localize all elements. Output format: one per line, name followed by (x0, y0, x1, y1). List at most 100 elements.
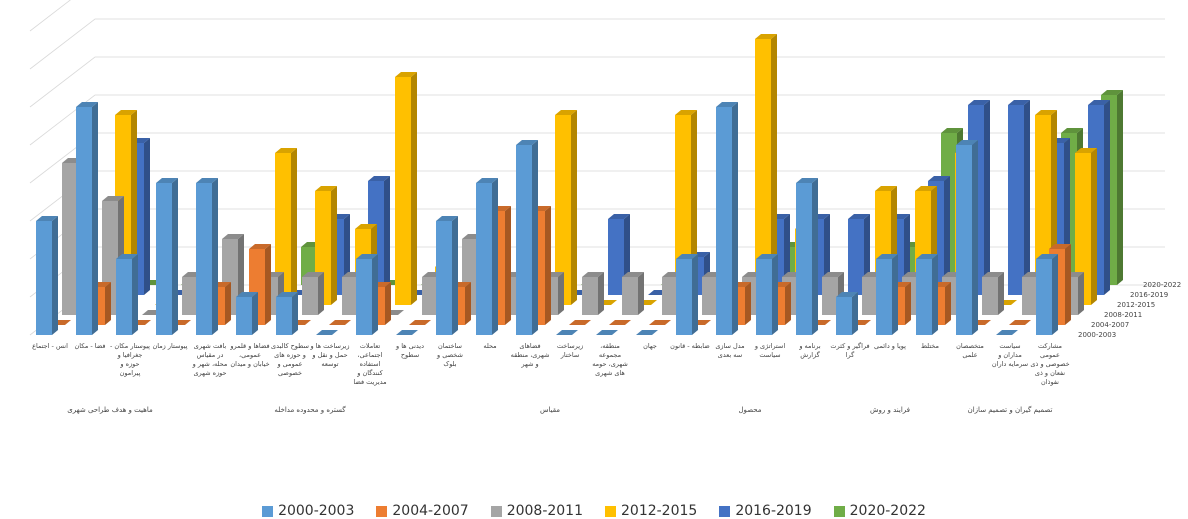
bar-front (608, 219, 624, 295)
bar-front (36, 221, 52, 335)
bar-side (545, 206, 551, 325)
bar-top (608, 214, 630, 219)
bar-side (1024, 100, 1030, 295)
x-tick-label: متخصصان علمی (956, 342, 984, 359)
bar (582, 272, 604, 315)
bar-top (596, 330, 618, 335)
bar-front (342, 277, 358, 315)
bar-top (982, 272, 1004, 277)
bar-top (956, 140, 978, 145)
bar-side (492, 178, 498, 335)
bar (555, 110, 577, 305)
bar-side (331, 186, 337, 305)
bar-top (609, 320, 631, 325)
bar-side (1104, 100, 1110, 295)
bar-front (836, 297, 852, 335)
bar-top (116, 254, 138, 259)
bar-front (622, 277, 638, 315)
group-label: فرایند و روش (869, 406, 911, 414)
bar (476, 178, 498, 335)
x-tick-label: مختلط (921, 342, 939, 350)
bar-front (516, 145, 532, 335)
bar-front (676, 259, 692, 335)
legend-swatch (262, 505, 274, 517)
bar-front (116, 259, 132, 335)
bar (716, 102, 738, 335)
bar-top (36, 216, 58, 221)
bar (649, 320, 671, 325)
bar (516, 140, 538, 335)
bar-top (796, 178, 818, 183)
bar-top (941, 128, 963, 133)
legend-item: 2020-2022 (833, 503, 926, 519)
bar (569, 320, 591, 325)
bar-top (622, 272, 644, 277)
bar-top (355, 224, 377, 229)
bar-side (252, 292, 258, 335)
bar-top (302, 272, 324, 277)
group-label: تصمیم گیران و تصمیم سازان (967, 406, 1053, 414)
bar-side (505, 206, 511, 325)
bar (116, 254, 138, 335)
x-tick-label: سطوح کالبدی و حوزه های عمومی و خصوصی (271, 342, 309, 377)
x-tick-label: مدل سازی سه بعدی (715, 342, 745, 359)
bar-front (476, 183, 492, 335)
bar-top (436, 216, 458, 221)
bar-front (862, 277, 878, 315)
bar (1075, 148, 1097, 305)
depth-label: 2012-2015 (1117, 301, 1155, 309)
bar (302, 272, 324, 315)
bar-top (102, 196, 124, 201)
bar-top (1101, 90, 1123, 95)
bar-front (76, 107, 92, 335)
bar-side (812, 178, 818, 335)
bar-top (755, 34, 777, 39)
bar-side (972, 140, 978, 335)
bar-side (571, 110, 577, 305)
x-tick-label: فضاهای شهری، منطقه و شهر (510, 342, 550, 368)
bar (956, 140, 978, 335)
bar-side (532, 140, 538, 335)
bar-front (1075, 153, 1091, 305)
bar (236, 292, 258, 335)
bar-top (1088, 100, 1110, 105)
bar-top (1061, 128, 1083, 133)
bar (76, 102, 98, 335)
bar-top (329, 320, 351, 325)
bar-side (998, 272, 1004, 315)
legend-item: 2004-2007 (376, 503, 469, 519)
bar (275, 148, 297, 305)
bar (796, 178, 818, 335)
bar-top (1036, 254, 1058, 259)
bar-side (905, 282, 911, 325)
group-label: محصول (738, 406, 762, 414)
bar-top (222, 234, 244, 239)
bar-side (598, 272, 604, 315)
bar-top (316, 330, 338, 335)
bar (755, 34, 777, 305)
x-tick-label: پویا و دائمی (874, 342, 906, 350)
bar-side (291, 148, 297, 305)
bar-front (716, 107, 732, 335)
bar-front (1008, 105, 1024, 295)
bar-side (384, 176, 390, 295)
bar (636, 330, 658, 335)
bar-front (302, 277, 318, 315)
x-tick-label: بافت شهری در مقیاس محله، شهر و حوزه شهری (192, 342, 228, 377)
bar (1009, 320, 1031, 325)
bar-front (755, 39, 771, 305)
bar-side (945, 282, 951, 325)
bar-top (836, 292, 858, 297)
bar-front (356, 259, 372, 335)
bar-side (144, 138, 150, 295)
bar-top (916, 254, 938, 259)
bar-side (318, 272, 324, 315)
legend-item: 2000-2003 (262, 503, 354, 519)
bar-top (1035, 110, 1057, 115)
bar-front (822, 277, 838, 315)
depth-label: 2020-2022 (1143, 281, 1181, 289)
bar-front (916, 259, 932, 335)
bar-side (172, 178, 178, 335)
bar-side (52, 216, 58, 335)
